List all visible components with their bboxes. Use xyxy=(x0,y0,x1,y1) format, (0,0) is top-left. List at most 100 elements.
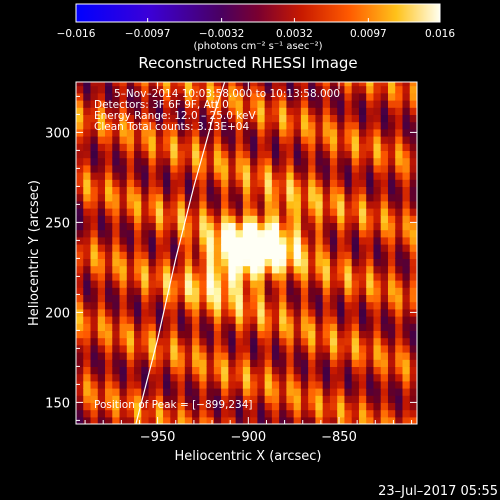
heatmap-cell xyxy=(366,380,375,389)
heatmap-cell xyxy=(293,172,302,180)
heatmap-cell xyxy=(257,265,266,274)
heatmap-cell xyxy=(163,82,171,87)
heatmap-cell xyxy=(344,258,353,267)
solar-limb-line xyxy=(135,82,226,424)
heatmap-cell xyxy=(221,388,229,396)
heatmap-cell xyxy=(170,150,179,159)
heatmap-cell xyxy=(184,265,193,274)
heatmap-cell xyxy=(322,208,331,216)
heatmap-cell xyxy=(373,402,382,411)
heatmap-cell xyxy=(286,395,295,403)
heatmap-cell xyxy=(358,215,367,223)
heatmap-cell xyxy=(206,236,215,245)
heatmap-cell xyxy=(228,330,237,339)
heatmap-cell xyxy=(279,157,288,166)
heatmap-cell xyxy=(112,157,121,166)
heatmap-cell xyxy=(199,344,208,353)
heatmap-cell xyxy=(76,251,84,259)
heatmap-cell xyxy=(279,200,288,209)
heatmap-cell xyxy=(170,301,179,310)
heatmap-cell xyxy=(293,416,302,424)
heatmap-cell xyxy=(199,222,208,231)
heatmap-cell xyxy=(242,366,251,375)
heatmap-cell xyxy=(344,352,353,360)
heatmap-cell xyxy=(271,92,280,101)
heatmap-cell xyxy=(250,388,258,396)
heatmap-cell xyxy=(155,200,164,209)
heatmap-cell xyxy=(148,388,157,396)
heatmap-cell xyxy=(409,222,417,231)
heatmap-cell xyxy=(402,82,411,87)
heatmap-cell xyxy=(373,323,382,331)
heatmap-cell xyxy=(257,244,266,252)
heatmap-cell xyxy=(97,100,106,108)
heatmap-cell xyxy=(322,121,331,130)
heatmap-cell xyxy=(337,200,346,209)
heatmap-cell xyxy=(235,114,244,123)
heatmap-cell xyxy=(373,352,382,360)
heatmap-cell xyxy=(395,121,404,130)
y-tick-label: 250 xyxy=(45,216,70,231)
heatmap-cell xyxy=(344,323,353,331)
heatmap-cell xyxy=(300,150,309,159)
heatmap-cell xyxy=(242,157,251,166)
heatmap-cell xyxy=(300,121,309,130)
heatmap-cell xyxy=(286,294,295,303)
heatmap-cell xyxy=(380,287,389,295)
heatmap-cell xyxy=(119,316,128,324)
heatmap-cell xyxy=(206,265,215,274)
heatmap-cell xyxy=(329,222,338,231)
heatmap-cell xyxy=(105,272,113,281)
heatmap-cell xyxy=(322,92,331,101)
heatmap-cell xyxy=(242,337,251,346)
heatmap-cell xyxy=(235,229,244,238)
heatmap-cell xyxy=(228,244,237,252)
heatmap-cell xyxy=(112,409,121,418)
heatmap-cell xyxy=(308,294,317,303)
heatmap-cell xyxy=(395,294,404,303)
heatmap-cell xyxy=(148,265,157,274)
heatmap-cell xyxy=(141,380,150,389)
heatmap-cell xyxy=(134,380,142,389)
heatmap-cell xyxy=(192,258,200,267)
heatmap-cell xyxy=(112,301,121,310)
heatmap-cell xyxy=(264,85,273,94)
heatmap-cell xyxy=(329,150,338,159)
heatmap-cell xyxy=(250,344,258,353)
heatmap-cell xyxy=(105,251,113,259)
heatmap-cell xyxy=(76,388,84,396)
heatmap-cell xyxy=(90,179,99,187)
heatmap-cell xyxy=(90,409,99,418)
heatmap-cell xyxy=(206,316,215,324)
heatmap-cell xyxy=(170,92,179,101)
heatmap-cell xyxy=(76,330,84,339)
heatmap-cell xyxy=(322,272,331,281)
heatmap-cell xyxy=(192,388,200,396)
heatmap-cell xyxy=(373,128,382,137)
heatmap-cell xyxy=(170,380,179,389)
heatmap-cell xyxy=(155,136,164,144)
heatmap-cell xyxy=(163,402,171,411)
heatmap-cell xyxy=(105,215,113,223)
heatmap-cell xyxy=(177,258,186,267)
heatmap-cell xyxy=(279,280,288,288)
heatmap-cell xyxy=(242,200,251,209)
heatmap-cell xyxy=(141,287,150,295)
heatmap-cell xyxy=(221,359,229,367)
heatmap-cell xyxy=(402,236,411,245)
heatmap-cell xyxy=(293,251,302,259)
heatmap-cell xyxy=(228,308,237,317)
heatmap-cell xyxy=(184,193,193,202)
heatmap-cell xyxy=(271,85,280,94)
heatmap-cell xyxy=(170,229,179,238)
heatmap-cell xyxy=(279,208,288,216)
heatmap-cell xyxy=(380,258,389,267)
heatmap-cell xyxy=(213,395,222,403)
heatmap-cell xyxy=(337,179,346,187)
heatmap-cell xyxy=(337,215,346,223)
heatmap-cell xyxy=(83,100,92,108)
heatmap-cell xyxy=(387,100,396,108)
heatmap-cell xyxy=(380,330,389,339)
heatmap-cell xyxy=(177,114,186,123)
heatmap-cell xyxy=(329,380,338,389)
